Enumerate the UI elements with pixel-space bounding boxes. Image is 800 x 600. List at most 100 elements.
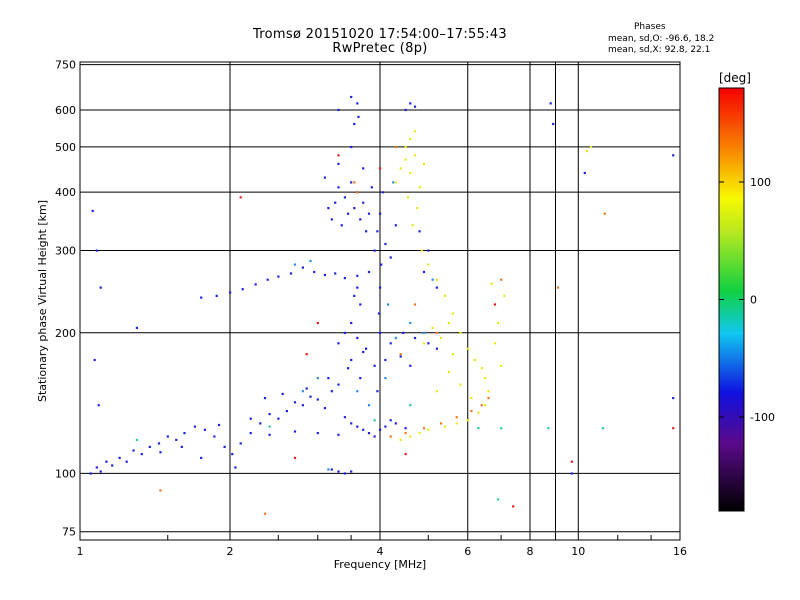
data-point xyxy=(589,145,593,149)
data-point xyxy=(293,430,297,433)
data-point xyxy=(484,404,487,407)
data-point xyxy=(381,191,384,194)
data-point xyxy=(239,196,242,199)
data-point xyxy=(585,150,588,153)
y-tick-label: 75 xyxy=(62,526,76,539)
data-point xyxy=(367,270,371,274)
data-point xyxy=(435,278,438,281)
data-point xyxy=(404,432,407,435)
data-point xyxy=(435,331,438,334)
data-point xyxy=(359,303,362,306)
data-point xyxy=(422,427,426,430)
data-point xyxy=(367,432,371,435)
data-point xyxy=(367,212,371,215)
colorbar-unit-label: [deg] xyxy=(719,71,751,85)
data-point xyxy=(327,207,330,210)
colorbar-tick-label: 0 xyxy=(750,294,757,307)
data-point xyxy=(359,377,362,380)
data-point xyxy=(490,282,493,285)
data-point xyxy=(497,498,500,501)
x-tick-label: 8 xyxy=(527,545,534,558)
data-point xyxy=(277,417,280,420)
data-point xyxy=(215,294,218,297)
data-point xyxy=(427,342,430,345)
data-point xyxy=(200,296,203,299)
data-point xyxy=(394,336,397,340)
data-point xyxy=(200,456,203,459)
data-point xyxy=(362,201,365,204)
data-point xyxy=(435,390,438,393)
data-point xyxy=(409,435,412,438)
data-point xyxy=(570,460,573,463)
data-point xyxy=(337,154,340,157)
data-point xyxy=(394,145,397,149)
data-point xyxy=(389,342,392,345)
data-point xyxy=(394,181,397,184)
data-point xyxy=(435,286,438,289)
data-point xyxy=(166,435,169,438)
data-point xyxy=(239,442,242,445)
data-point xyxy=(480,367,483,370)
colorbar-tick-label: 100 xyxy=(750,176,771,189)
data-point xyxy=(229,291,232,294)
data-point xyxy=(249,432,252,435)
data-point xyxy=(404,453,407,456)
data-point xyxy=(356,425,359,428)
data-point xyxy=(384,377,387,380)
data-point xyxy=(379,331,382,334)
data-point xyxy=(477,411,480,414)
data-point xyxy=(470,410,473,413)
data-point xyxy=(413,154,417,157)
data-point xyxy=(399,353,402,356)
data-point xyxy=(443,294,447,297)
data-point xyxy=(365,230,368,233)
data-point xyxy=(389,419,392,422)
data-point xyxy=(337,470,340,473)
data-point xyxy=(473,358,476,362)
data-point xyxy=(350,422,353,425)
data-point xyxy=(362,167,365,170)
data-point xyxy=(399,167,402,170)
data-point xyxy=(394,422,397,425)
data-point xyxy=(455,416,458,419)
data-point xyxy=(451,312,454,315)
data-point xyxy=(409,102,412,105)
data-point xyxy=(447,321,451,325)
data-point xyxy=(323,407,326,410)
data-point xyxy=(337,186,340,189)
data-point xyxy=(313,270,316,274)
data-point xyxy=(466,419,469,422)
data-point xyxy=(263,512,267,515)
data-point xyxy=(404,108,407,112)
data-point xyxy=(330,218,333,221)
data-point xyxy=(672,154,675,157)
data-point xyxy=(356,274,359,277)
colorbar-ticks: 100 0 -100 xyxy=(719,176,775,424)
data-point xyxy=(356,336,359,340)
colorbar-tick-label: -100 xyxy=(750,411,775,424)
data-point xyxy=(343,472,346,475)
x-tick-label: 4 xyxy=(377,545,384,558)
data-point xyxy=(409,404,412,407)
data-point xyxy=(439,336,443,340)
data-point xyxy=(293,401,297,404)
data-point xyxy=(125,460,128,463)
data-point xyxy=(392,181,395,184)
data-point xyxy=(213,435,216,438)
y-tick-label: 300 xyxy=(55,245,76,258)
y-tick-label: 200 xyxy=(55,327,76,340)
data-point xyxy=(148,445,151,448)
data-point xyxy=(556,286,560,289)
data-point xyxy=(99,286,102,289)
data-point xyxy=(350,181,353,184)
y-axis-label: Stationary phase Virtual Height [km] xyxy=(36,200,49,402)
data-point xyxy=(268,433,271,436)
data-point xyxy=(493,303,496,306)
data-point xyxy=(570,472,573,475)
data-point xyxy=(552,122,555,126)
data-point xyxy=(353,122,356,126)
x-tick-label: 1 xyxy=(77,545,84,558)
data-point xyxy=(466,347,469,350)
data-point xyxy=(263,397,267,400)
